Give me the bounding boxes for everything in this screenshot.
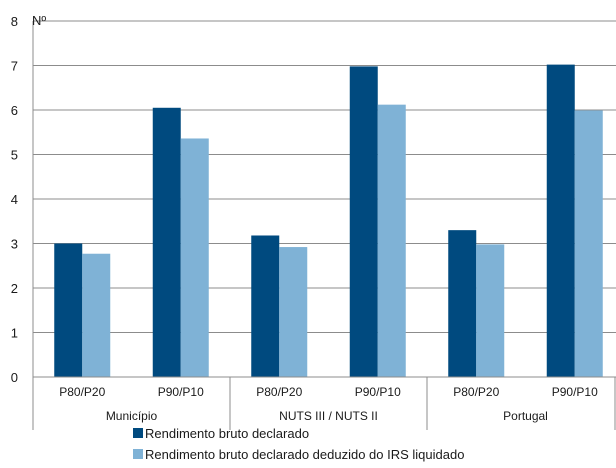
y-tick-label: 1 bbox=[11, 326, 18, 341]
bar-gross bbox=[546, 64, 575, 378]
bar-net bbox=[82, 253, 111, 377]
gridlines bbox=[33, 20, 616, 333]
bar-net bbox=[279, 247, 308, 377]
bar-gross bbox=[152, 107, 181, 378]
y-tick-label: 3 bbox=[11, 237, 18, 252]
x-category-label: P80/P20 bbox=[256, 385, 302, 399]
bar-gross bbox=[251, 235, 280, 377]
x-group-label: Portugal bbox=[503, 409, 548, 423]
x-category-label: P90/P10 bbox=[552, 385, 598, 399]
y-tick-label: 7 bbox=[11, 59, 18, 74]
x-category-label: P90/P10 bbox=[355, 385, 401, 399]
bar-net bbox=[476, 244, 505, 377]
legend: Rendimento bruto declarado Rendimento bru… bbox=[133, 426, 464, 462]
y-tick-label: 2 bbox=[11, 281, 18, 296]
y-unit-label: Nº bbox=[32, 13, 46, 28]
y-tick-label: 0 bbox=[11, 370, 18, 385]
y-tick-label: 6 bbox=[11, 103, 18, 118]
legend-swatch bbox=[133, 428, 143, 438]
y-tick-label: 4 bbox=[11, 192, 18, 207]
bar-net bbox=[377, 104, 406, 377]
x-category-label: P90/P10 bbox=[158, 385, 204, 399]
legend-label: Rendimento bruto declarado deduzido do I… bbox=[145, 447, 464, 462]
bar-net bbox=[180, 138, 209, 377]
bars bbox=[54, 64, 603, 378]
y-tick-label: 5 bbox=[11, 148, 18, 163]
bar-net bbox=[574, 110, 603, 377]
x-category-label: P80/P20 bbox=[453, 385, 499, 399]
bar-gross bbox=[349, 66, 378, 377]
x-group-label: Município bbox=[106, 409, 158, 423]
y-tick-label: 8 bbox=[11, 14, 18, 29]
legend-swatch bbox=[133, 449, 143, 459]
bar-gross bbox=[448, 230, 477, 377]
axes: 0 1 2 3 4 5 6 7 8 P80/P20 P90/P10 P80/P20 P90/P10 P80… bbox=[11, 14, 616, 430]
legend-label: Rendimento bruto declarado bbox=[145, 426, 309, 441]
x-category-label: P80/P20 bbox=[59, 385, 105, 399]
bar-gross bbox=[54, 243, 83, 377]
x-group-label: NUTS III / NUTS II bbox=[279, 409, 378, 423]
